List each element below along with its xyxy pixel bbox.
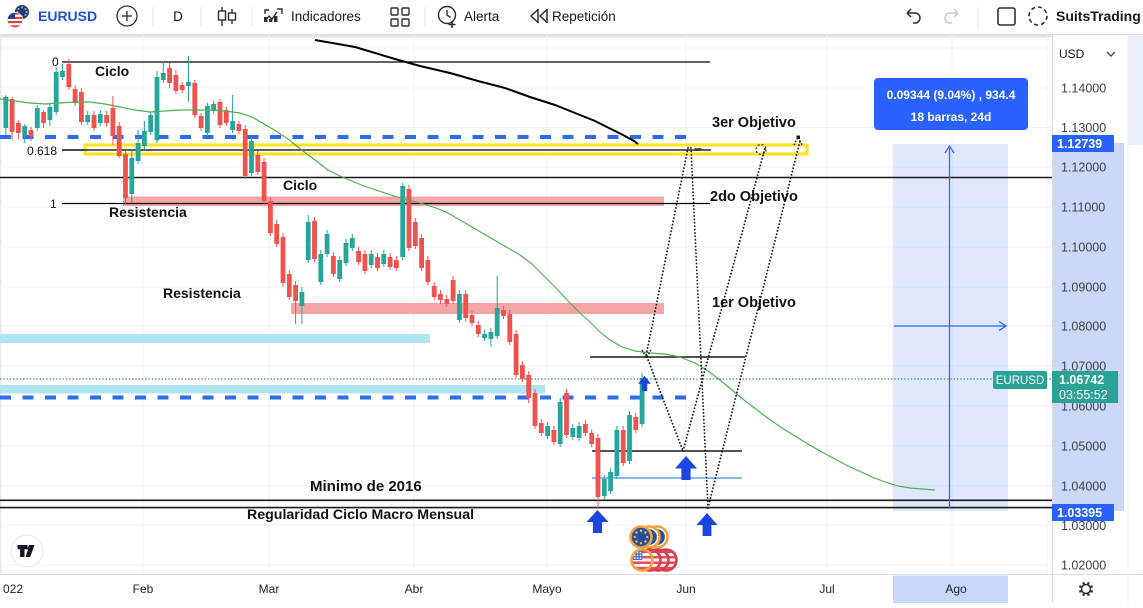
svg-text:0.09344 (9.04%) , 934.4: 0.09344 (9.04%) , 934.4	[887, 88, 1016, 102]
svg-text:Feb: Feb	[133, 582, 154, 596]
svg-text:1.03000: 1.03000	[1061, 519, 1106, 533]
svg-text:022: 022	[3, 582, 23, 596]
svg-text:18 barras, 24d: 18 barras, 24d	[911, 110, 992, 124]
svg-text:EURUSD: EURUSD	[996, 375, 1045, 387]
svg-text:Jun: Jun	[676, 582, 695, 596]
svg-text:SuitsTrading: SuitsTrading	[1056, 8, 1141, 24]
svg-text:1.11000: 1.11000	[1061, 201, 1105, 215]
svg-text:0: 0	[52, 55, 59, 69]
svg-text:Ago: Ago	[945, 582, 967, 596]
svg-text:Minimo de 2016: Minimo de 2016	[310, 478, 422, 495]
svg-text:03:55:52: 03:55:52	[1059, 388, 1108, 402]
svg-text:1.07000: 1.07000	[1061, 360, 1106, 374]
svg-text:1.04000: 1.04000	[1061, 480, 1106, 494]
svg-text:1.13000: 1.13000	[1061, 121, 1106, 135]
svg-text:Repetición: Repetición	[552, 9, 616, 24]
svg-text:Resistencia: Resistencia	[109, 204, 187, 220]
svg-text:1.03395: 1.03395	[1057, 506, 1102, 520]
svg-text:1.12739: 1.12739	[1057, 137, 1102, 151]
svg-text:1.09000: 1.09000	[1061, 281, 1106, 295]
svg-text:Resistencia: Resistencia	[163, 285, 241, 301]
svg-text:Abr: Abr	[405, 582, 424, 596]
svg-text:1.14000: 1.14000	[1061, 82, 1106, 96]
svg-text:Ciclo: Ciclo	[283, 177, 317, 193]
svg-text:3er Objetivo: 3er Objetivo	[712, 115, 796, 131]
svg-text:Ciclo: Ciclo	[95, 63, 129, 79]
svg-text:Jul: Jul	[819, 582, 834, 596]
svg-text:1.08000: 1.08000	[1061, 320, 1106, 334]
svg-text:1er Objetivo: 1er Objetivo	[712, 295, 796, 311]
svg-text:USD: USD	[1059, 47, 1085, 61]
svg-text:2do Objetivo: 2do Objetivo	[710, 189, 798, 205]
svg-text:Mayo: Mayo	[532, 582, 562, 596]
svg-text:0.618: 0.618	[27, 144, 57, 158]
svg-text:EURUSD: EURUSD	[38, 8, 97, 24]
svg-text:Regularidad Ciclo Macro Mensua: Regularidad Ciclo Macro Mensual	[247, 507, 474, 523]
svg-text:1: 1	[50, 197, 57, 211]
svg-text:1.06742: 1.06742	[1059, 373, 1104, 387]
svg-text:Indicadores: Indicadores	[291, 9, 361, 24]
svg-text:1.10000: 1.10000	[1061, 241, 1106, 255]
svg-text:1.02000: 1.02000	[1061, 559, 1106, 573]
svg-text:Mar: Mar	[259, 582, 280, 596]
svg-text:1.05000: 1.05000	[1061, 440, 1106, 454]
svg-text:D: D	[173, 9, 183, 24]
svg-text:Alerta: Alerta	[464, 9, 500, 24]
svg-text:1.12000: 1.12000	[1061, 161, 1106, 175]
